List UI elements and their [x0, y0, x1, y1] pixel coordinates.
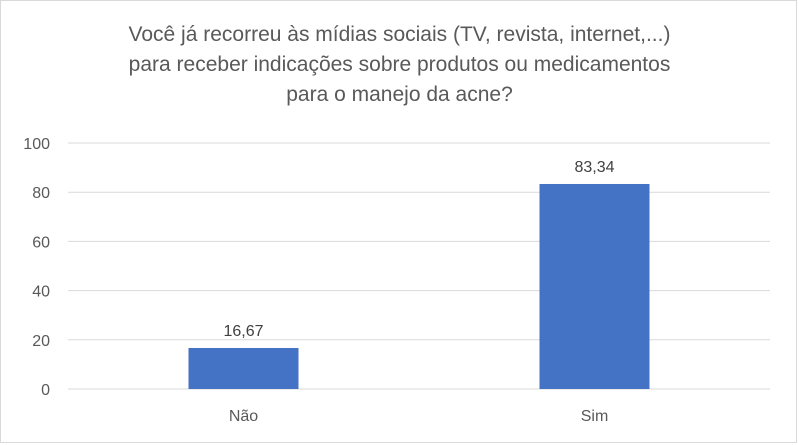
- y-tick-label-100: 100: [23, 136, 50, 153]
- y-tick-label-60: 60: [32, 234, 50, 251]
- y-tick-label-0: 0: [41, 382, 50, 399]
- x-tick-label-1: Sim: [581, 408, 609, 425]
- bar-1: [539, 183, 650, 389]
- bar-0: [188, 347, 299, 389]
- chart-title: Você já recorreu às mídias sociais (TV, …: [0, 20, 799, 110]
- data-label-1: 83,34: [574, 159, 614, 176]
- y-tick-label-80: 80: [32, 185, 50, 202]
- chart-title-line-1: Você já recorreu às mídias sociais (TV, …: [128, 23, 671, 46]
- x-tick-label-0: Não: [229, 408, 258, 425]
- chart-title-line-3: para o manejo da acne?: [286, 83, 513, 106]
- chart-title-line-2: para receber indicações sobre produtos o…: [128, 53, 671, 76]
- data-label-0: 16,67: [223, 323, 263, 340]
- y-tick-label-40: 40: [32, 284, 50, 301]
- y-tick-label-20: 20: [32, 333, 50, 350]
